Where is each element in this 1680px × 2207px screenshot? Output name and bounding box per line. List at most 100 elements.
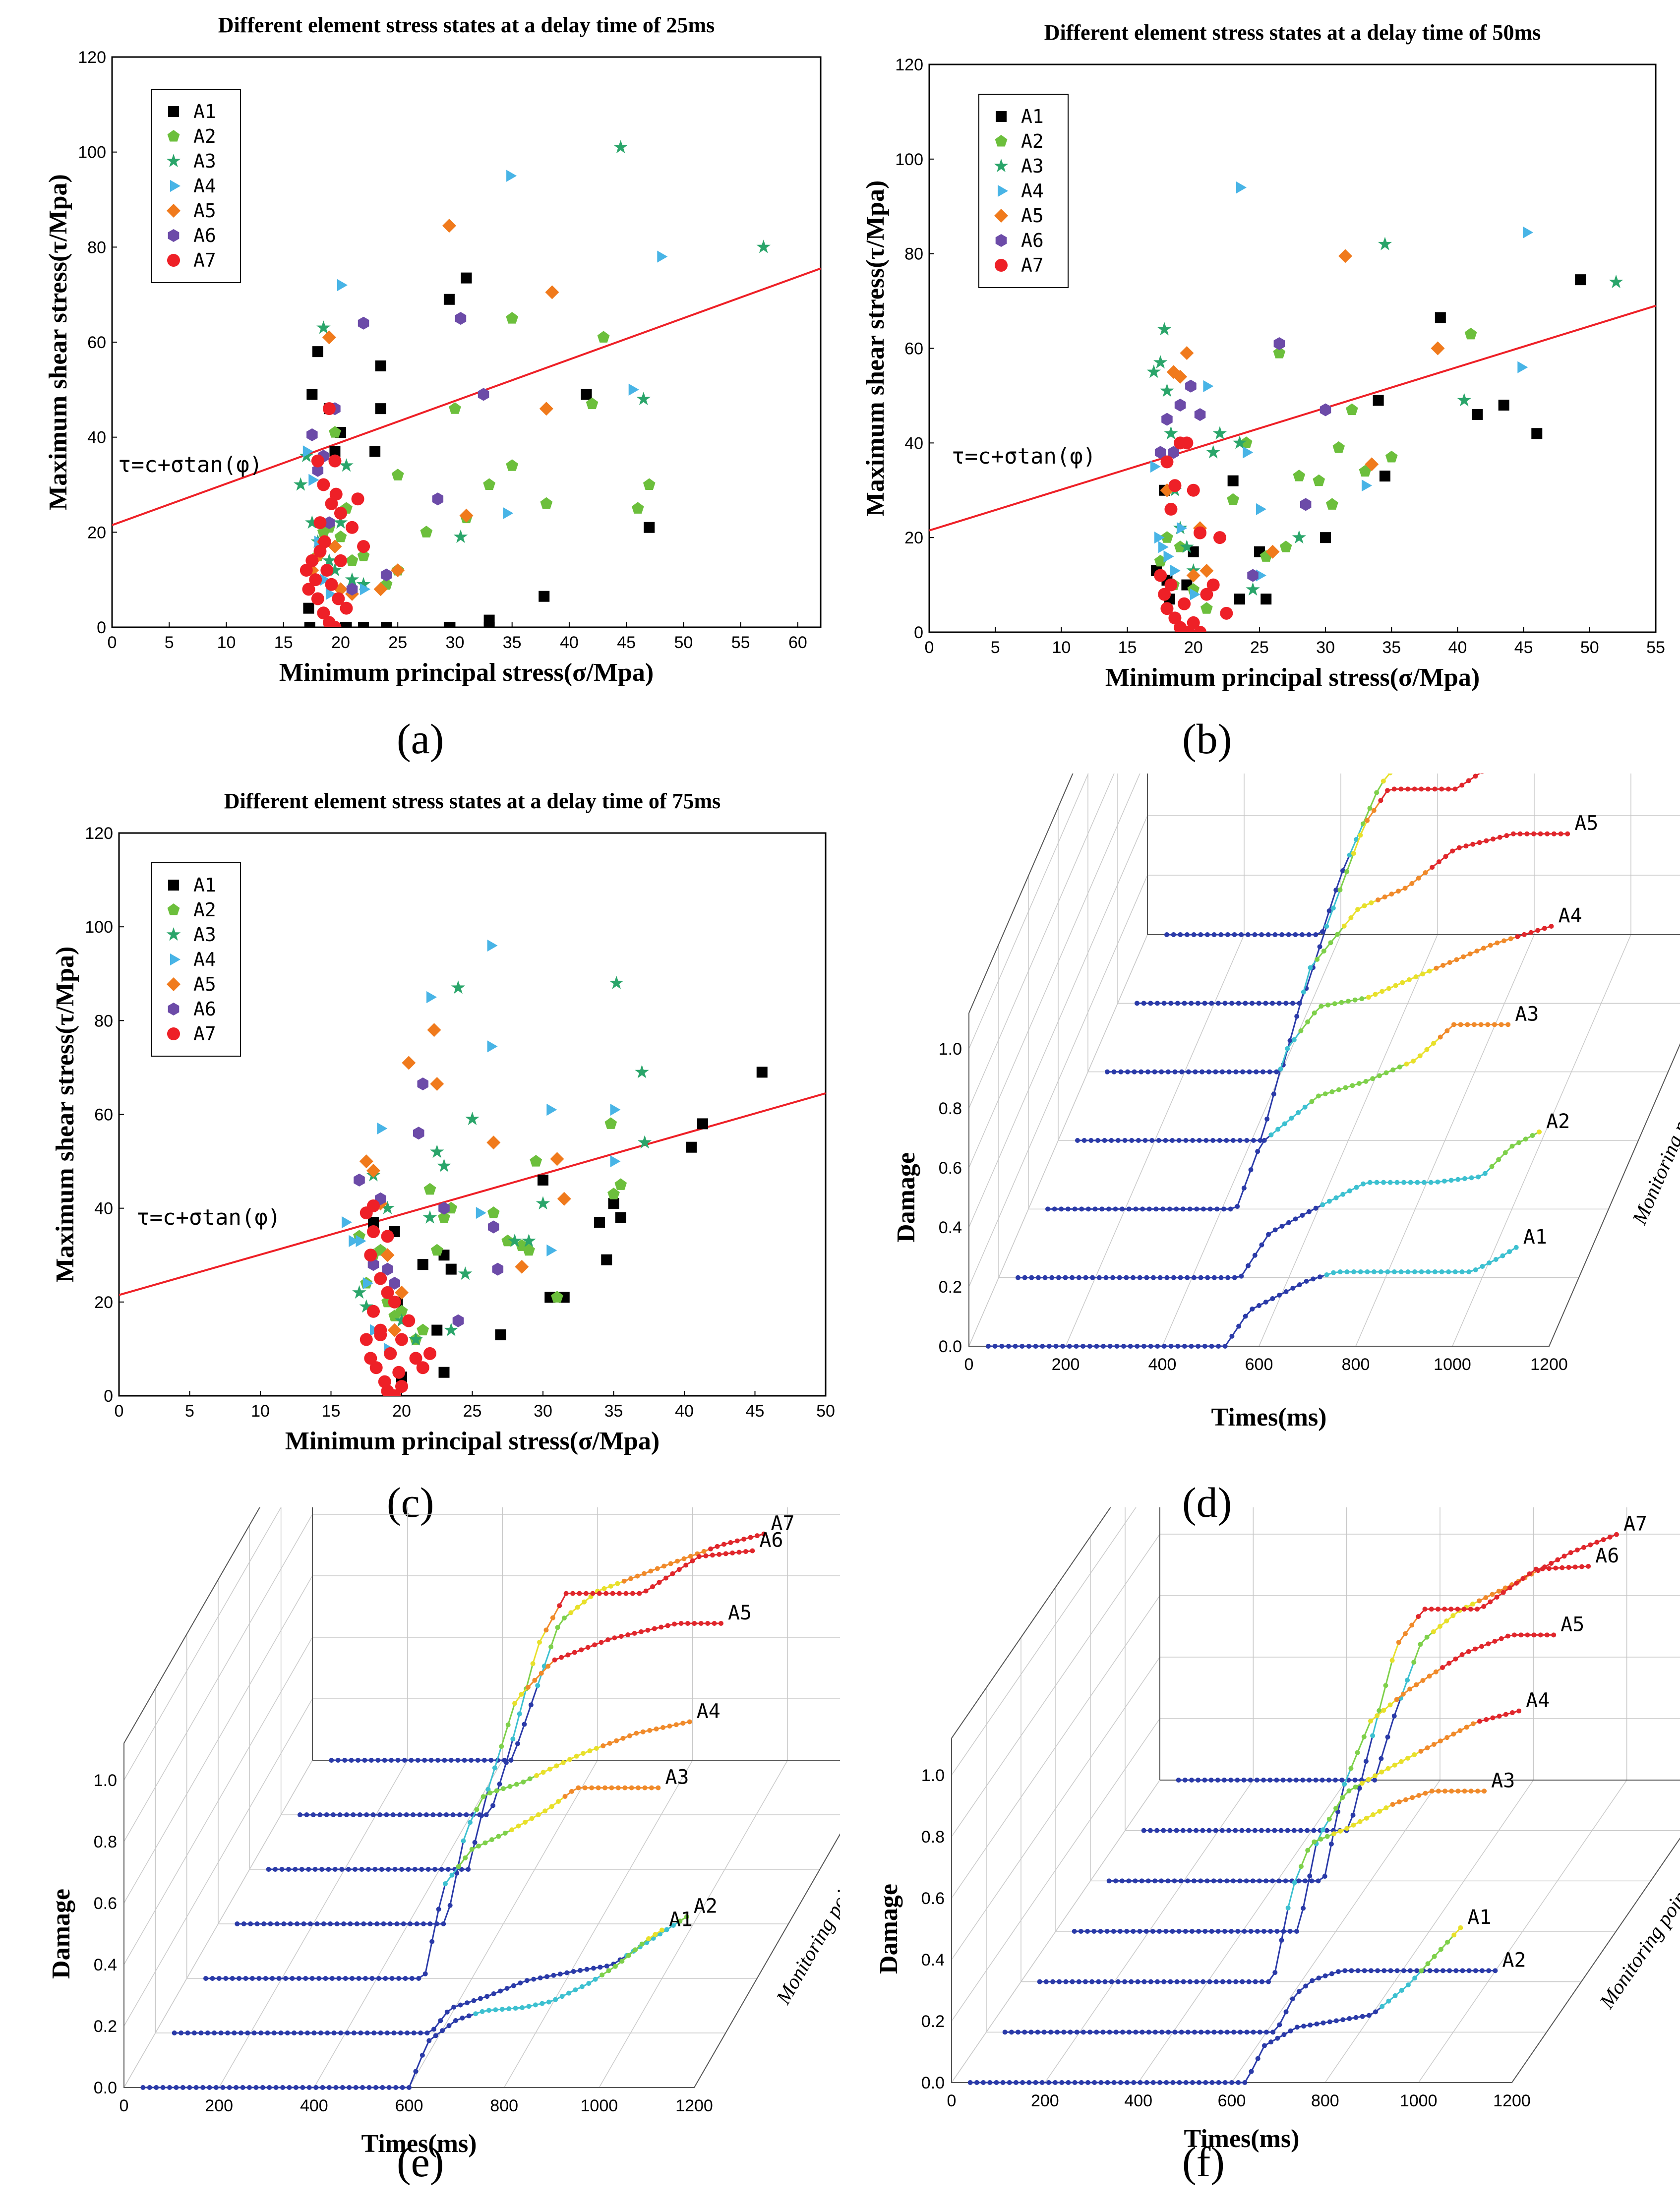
damage-point (1089, 1979, 1095, 1984)
damage-point (1402, 886, 1408, 891)
damage-point (526, 2004, 532, 2009)
damage-point (1425, 1745, 1430, 1750)
series-a7: A7 (329, 1512, 795, 1763)
damage-point (625, 1632, 631, 1638)
damage-point (1220, 1069, 1225, 1074)
series-label-a2: A2 (1546, 1110, 1570, 1133)
damage-point (1452, 786, 1458, 792)
damage-point (1466, 1269, 1472, 1274)
damage-point (1288, 2028, 1293, 2033)
damage-point (632, 1630, 637, 1636)
damage-point (1488, 943, 1493, 948)
y-tick-label: 20 (87, 523, 106, 542)
point-a2 (1359, 465, 1372, 477)
damage-point (467, 1820, 473, 1825)
damage-point (480, 1794, 486, 1799)
damage-point (1427, 1673, 1432, 1679)
damage-point (404, 1812, 409, 1817)
damage-point (1385, 788, 1390, 793)
damage-point (481, 1758, 487, 1763)
damage-point (1452, 1269, 1458, 1274)
damage-point (210, 1976, 215, 1981)
point-a1 (538, 1174, 548, 1186)
damage-point (1259, 1979, 1264, 1984)
damage-point (292, 2030, 297, 2035)
damage-point (1254, 1069, 1259, 1074)
damage-point (1377, 1808, 1382, 1814)
damage-point (1500, 1590, 1506, 1595)
damage-point (719, 1621, 723, 1626)
damage-point (1159, 2029, 1165, 2035)
damage-point (657, 1580, 662, 1585)
damage-point (1528, 930, 1534, 935)
point-a4 (1177, 522, 1188, 535)
damage-point (518, 1980, 523, 1986)
damage-point (557, 1603, 562, 1609)
damage-point (600, 1743, 606, 1748)
damage-point (1374, 1180, 1380, 1185)
point-a7 (1206, 578, 1220, 592)
damage-point (1163, 1138, 1168, 1143)
damage-point (374, 1921, 380, 1926)
time-tick-label: 400 (1148, 1355, 1177, 1374)
damage-point (1513, 1245, 1519, 1250)
damage-line-segment (1260, 1119, 1268, 1141)
damage-point (1239, 932, 1244, 937)
damage-point (1131, 1929, 1136, 1934)
damage-point (1079, 2080, 1084, 2085)
point-a7 (328, 454, 342, 468)
damage-point (527, 1776, 533, 1782)
damage-point (378, 2030, 383, 2035)
point-a1 (431, 1324, 443, 1336)
damage-point (660, 1725, 665, 1730)
damage-point (1440, 1968, 1445, 1973)
point-a3 (636, 392, 651, 406)
damage-point (1166, 2029, 1171, 2035)
series-a2: A2 (1002, 1949, 1526, 2035)
damage-point (535, 1683, 540, 1688)
damage-point (750, 1548, 755, 1553)
damage-line-segment (1352, 1788, 1361, 1816)
point-a1 (594, 1217, 605, 1228)
damage-point (1305, 1828, 1310, 1833)
damage-point (400, 2085, 405, 2090)
damage-point (1175, 1344, 1181, 1349)
damage-point (1199, 2029, 1204, 2035)
damage-point (1261, 2043, 1267, 2048)
damage-point (1257, 1878, 1262, 1884)
damage-point (1244, 1878, 1249, 1884)
point-a3 (1212, 426, 1227, 440)
damage-point (279, 1867, 285, 1872)
damage-point (241, 1921, 246, 1926)
damage-point (1436, 859, 1441, 865)
point-a1 (329, 446, 341, 457)
damage-point (1420, 971, 1426, 977)
damage-point (1140, 2029, 1145, 2035)
damage-point (1411, 1059, 1416, 1064)
damage-point (967, 2080, 973, 2085)
chart-title: Different element stress states at a del… (1044, 20, 1541, 45)
damage-point (1270, 1001, 1275, 1006)
damage-point (1220, 1979, 1225, 1984)
damage-point (515, 1741, 520, 1746)
damage-point (730, 1550, 735, 1555)
damage-point (1457, 1728, 1463, 1733)
damage-point (389, 1976, 395, 1981)
damage-line-segment (1387, 1716, 1395, 1737)
damage-line-segment (1236, 1188, 1245, 1207)
damage-point (1493, 1968, 1498, 1973)
y-tick-label: 0 (104, 1387, 113, 1406)
damage-point (1547, 1566, 1552, 1571)
grid-line-depth (1020, 1637, 1581, 1982)
damage-point (331, 2030, 337, 2035)
point-a4 (1236, 181, 1247, 194)
damage-point (1277, 2022, 1282, 2028)
damage-point (567, 1757, 573, 1762)
damage-point (1159, 1878, 1164, 1884)
damage-point (1055, 2029, 1060, 2035)
damage-point (1568, 1550, 1573, 1555)
damage-point (340, 2085, 345, 2090)
damage-point (643, 1588, 649, 1594)
damage-line-segment (1391, 1642, 1400, 1661)
subfigure-label-c: (c) (387, 1479, 434, 1526)
